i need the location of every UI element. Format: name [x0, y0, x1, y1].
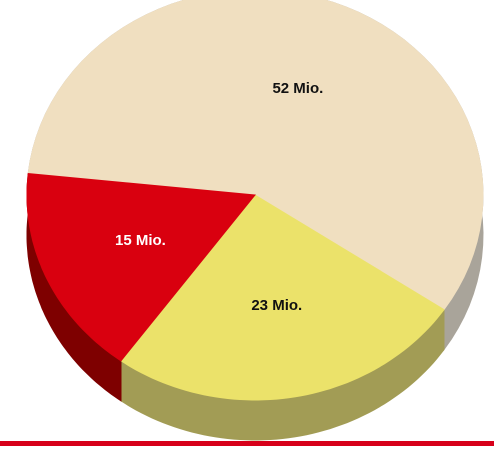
- data-label: 15 Mio.: [115, 232, 166, 249]
- data-label: 23 Mio.: [251, 297, 302, 314]
- data-label: 52 Mio.: [272, 80, 323, 97]
- footer-rule: [0, 441, 494, 446]
- slice: [26, 173, 256, 362]
- slice: [120, 194, 445, 401]
- slice: [27, 0, 484, 311]
